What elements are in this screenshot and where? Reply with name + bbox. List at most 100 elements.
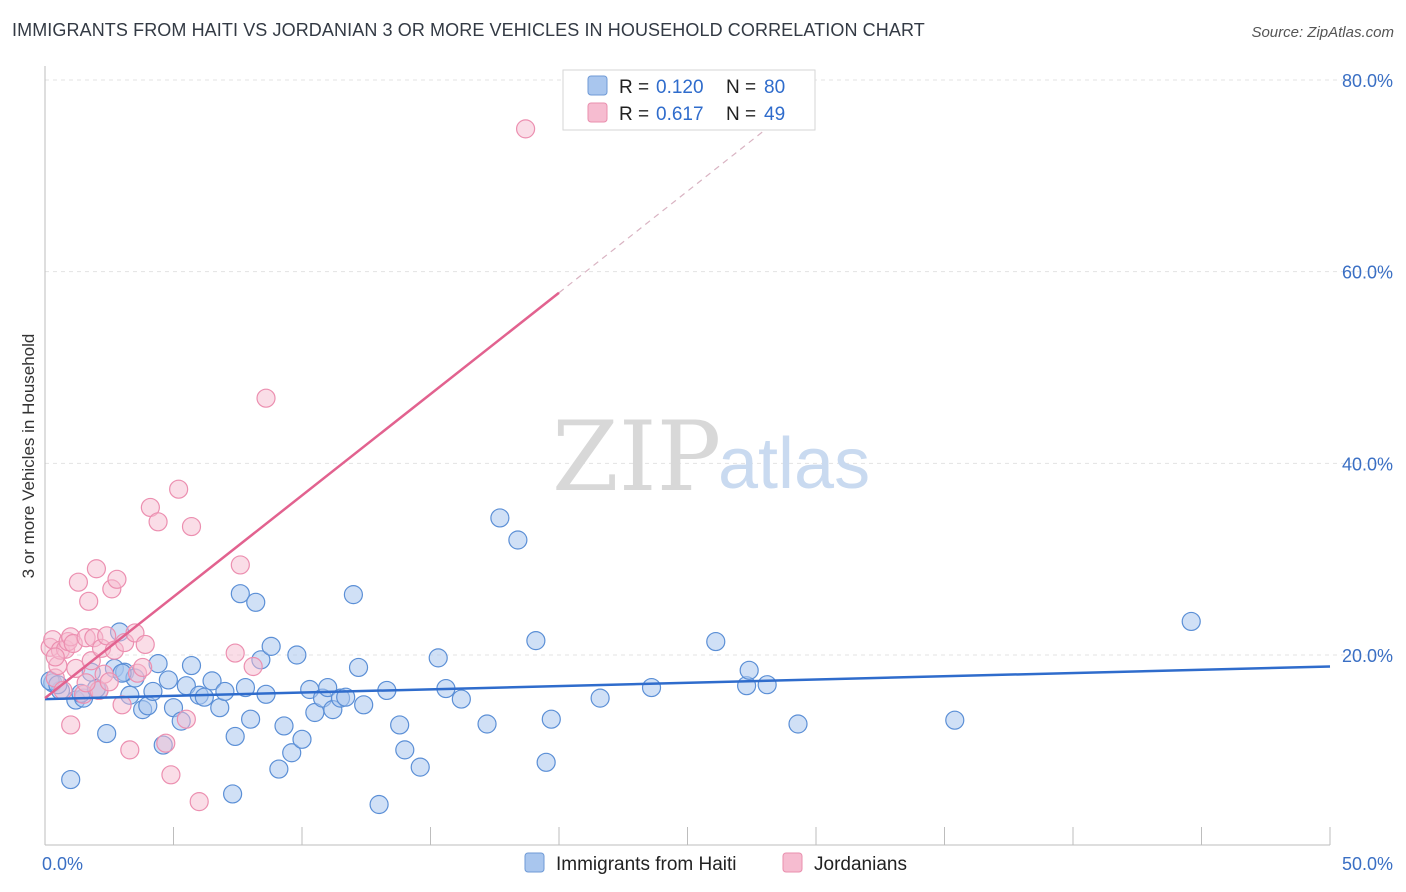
haiti-point [354, 695, 374, 715]
haiti-point [210, 698, 230, 718]
legend-swatch-jordan [587, 102, 608, 123]
haiti-point [194, 687, 214, 707]
haiti-point [508, 530, 528, 550]
haiti-point [97, 723, 117, 744]
jordan-point [99, 672, 119, 692]
haiti-point [536, 752, 556, 772]
haiti-point [61, 769, 81, 790]
x-tick-label: 0.0% [42, 854, 83, 874]
jordan-point [243, 656, 263, 677]
legend-r-label-haiti: R = [619, 77, 649, 98]
bottom-legend-haiti: Immigrants from Haiti [556, 854, 737, 875]
bottom-legend-jordan: Jordanians [814, 854, 907, 875]
haiti-point [158, 670, 178, 690]
haiti-point [945, 710, 965, 730]
bottom-legend: Immigrants from Haiti Jordanians [524, 852, 907, 875]
haiti-point [390, 715, 410, 735]
jordan-point [189, 792, 209, 812]
haiti-point [223, 784, 243, 804]
x-tick-labels: 0.0% 50.0% [42, 854, 1393, 874]
jordan-trend-line [44, 291, 560, 700]
haiti-trend-line [44, 665, 1331, 701]
haiti-point [788, 714, 808, 734]
bottom-legend-swatch-jordan [782, 852, 803, 873]
haiti-point [526, 631, 546, 651]
jordan-point [515, 119, 536, 139]
jordan-point [66, 658, 86, 679]
jordan-point [225, 643, 245, 663]
jordan-point [176, 709, 196, 729]
haiti-point [410, 757, 430, 777]
y-tick-label: 60.0% [1342, 263, 1393, 283]
legend-r-value-haiti: 0.120 [656, 77, 704, 98]
jordan-point [45, 647, 65, 667]
jordan-point [135, 634, 155, 655]
haiti-point [590, 688, 610, 708]
haiti-point [451, 689, 471, 709]
haiti-point [395, 740, 415, 760]
watermark-atlas: atlas [718, 424, 870, 504]
legend-box: R = 0.120 N = 80 R = 0.617 N = 49 [562, 69, 816, 131]
jordan-point [156, 733, 176, 753]
haiti-point [428, 648, 448, 668]
haiti-point [706, 631, 726, 652]
y-tick-labels: 20.0% 40.0% 60.0% 80.0% [1342, 71, 1393, 666]
haiti-point [215, 681, 235, 702]
jordan-point [107, 569, 127, 589]
haiti-point [282, 743, 302, 763]
legend-n-value-haiti: 80 [764, 77, 785, 98]
haiti-point [274, 716, 294, 736]
jordan-point [181, 516, 202, 537]
y-tick-label: 40.0% [1342, 454, 1393, 474]
haiti-point [343, 585, 363, 605]
legend-r-value-jordan: 0.617 [656, 104, 704, 125]
haiti-point [477, 714, 497, 734]
legend-r-label-jordan: R = [619, 104, 649, 125]
haiti-point [757, 675, 777, 695]
jordan-point [68, 572, 89, 592]
haiti-point [369, 794, 389, 815]
axes [44, 66, 1331, 846]
jordan-point [230, 555, 250, 575]
haiti-point [292, 729, 312, 749]
jordan-point [112, 695, 132, 715]
jordan-points [40, 119, 536, 812]
watermark-zip: ZIP [552, 401, 721, 513]
jordan-point [148, 512, 168, 532]
haiti-point [246, 592, 266, 612]
y-axis-title: 3 or more Vehicles in Household [19, 334, 38, 579]
watermark: ZIP atlas [552, 401, 870, 513]
haiti-point [181, 655, 202, 676]
legend-n-label-jordan: N = [726, 104, 756, 125]
haiti-points [40, 508, 1201, 815]
bottom-legend-swatch-haiti [524, 852, 545, 873]
y-tick-label: 80.0% [1342, 71, 1393, 91]
legend-n-value-jordan: 49 [764, 104, 785, 125]
haiti-point [541, 709, 561, 729]
haiti-point [241, 709, 261, 729]
haiti-point [230, 584, 250, 604]
jordan-point [161, 765, 181, 785]
jordan-point [76, 673, 96, 693]
x-tick-label: 50.0% [1342, 854, 1393, 874]
haiti-point [348, 657, 369, 678]
legend-n-label-haiti: N = [726, 77, 756, 98]
source-label: Source: ZipAtlas.com [1251, 24, 1394, 41]
jordan-point [120, 740, 140, 760]
haiti-point [235, 677, 256, 698]
jordan-point [133, 657, 153, 678]
jordan-point [86, 559, 107, 579]
haiti-point [261, 636, 281, 656]
trend-lines [44, 89, 1331, 701]
y-tick-label: 20.0% [1342, 646, 1393, 666]
haiti-point [269, 759, 289, 779]
haiti-point [641, 677, 662, 698]
jordan-point [79, 591, 99, 611]
haiti-point [490, 508, 510, 528]
haiti-point [1181, 611, 1201, 632]
jordan-point [61, 715, 81, 735]
jordan-point [169, 479, 189, 499]
haiti-point [225, 726, 245, 747]
haiti-point [287, 645, 307, 665]
